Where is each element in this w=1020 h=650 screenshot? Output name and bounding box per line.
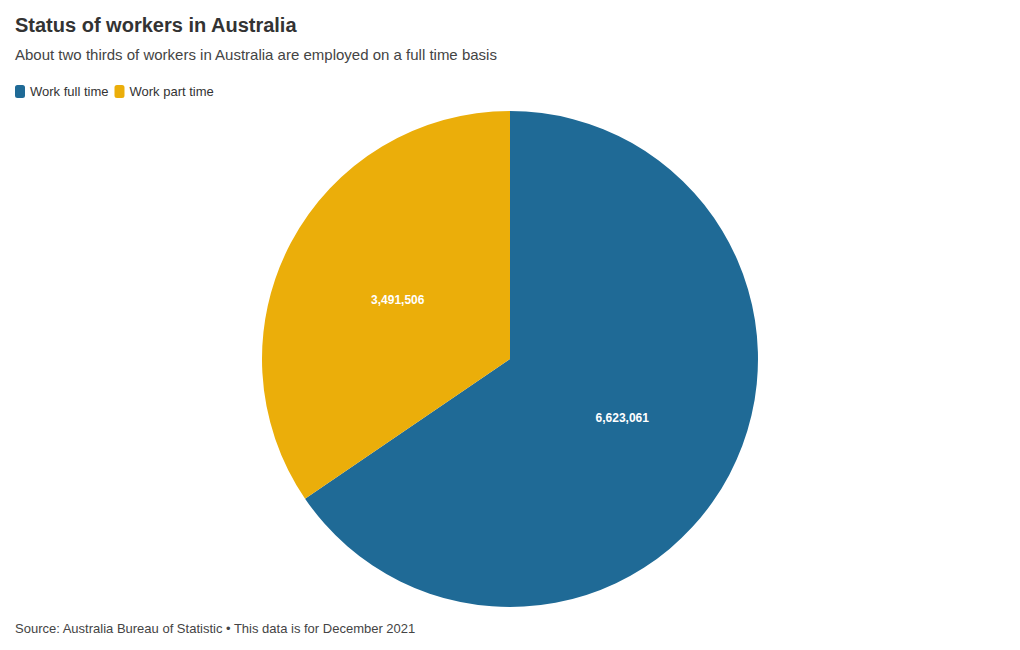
svg-text:About two thirds of workers in: About two thirds of workers in Australia… bbox=[15, 46, 497, 63]
svg-text:6,623,061: 6,623,061 bbox=[596, 411, 650, 425]
svg-text:Work part time: Work part time bbox=[129, 84, 213, 99]
svg-text:Work full time: Work full time bbox=[30, 84, 109, 99]
svg-text:Source: Australia Bureau of St: Source: Australia Bureau of Statistic • … bbox=[15, 621, 415, 636]
svg-text:Status of workers in Australia: Status of workers in Australia bbox=[15, 14, 297, 36]
svg-text:3,491,506: 3,491,506 bbox=[371, 293, 425, 307]
